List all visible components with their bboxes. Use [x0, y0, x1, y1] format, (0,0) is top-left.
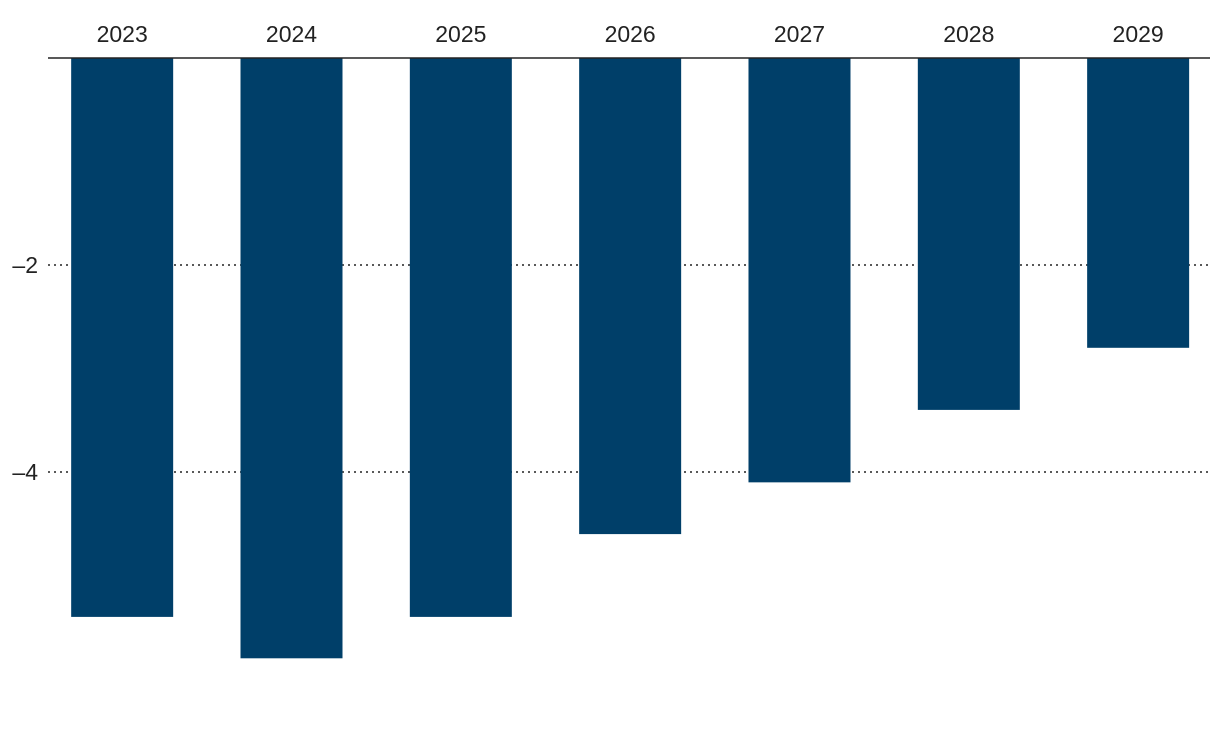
bar-2027: [748, 58, 851, 483]
bar-2024: [240, 58, 343, 659]
x-tick-label: 2029: [1113, 21, 1164, 47]
x-tick-label: 2023: [97, 21, 148, 47]
x-tick-label: 2027: [774, 21, 825, 47]
y-tick-label: –4: [12, 459, 38, 485]
bar-2023: [71, 58, 174, 617]
bar-2029: [1087, 58, 1190, 348]
bar-2026: [579, 58, 682, 535]
bar-2028: [917, 58, 1020, 410]
x-tick-labels: 2023 2024 2025 2026 2027 2028 2029: [97, 21, 1164, 47]
bars: [71, 58, 1190, 659]
x-tick-label: 2025: [435, 21, 486, 47]
bar-2025: [409, 58, 512, 617]
y-tick-label: –2: [12, 252, 38, 278]
y-tick-labels: –2 –4: [12, 252, 38, 485]
x-tick-label: 2026: [605, 21, 656, 47]
x-tick-label: 2028: [943, 21, 994, 47]
x-tick-label: 2024: [266, 21, 317, 47]
